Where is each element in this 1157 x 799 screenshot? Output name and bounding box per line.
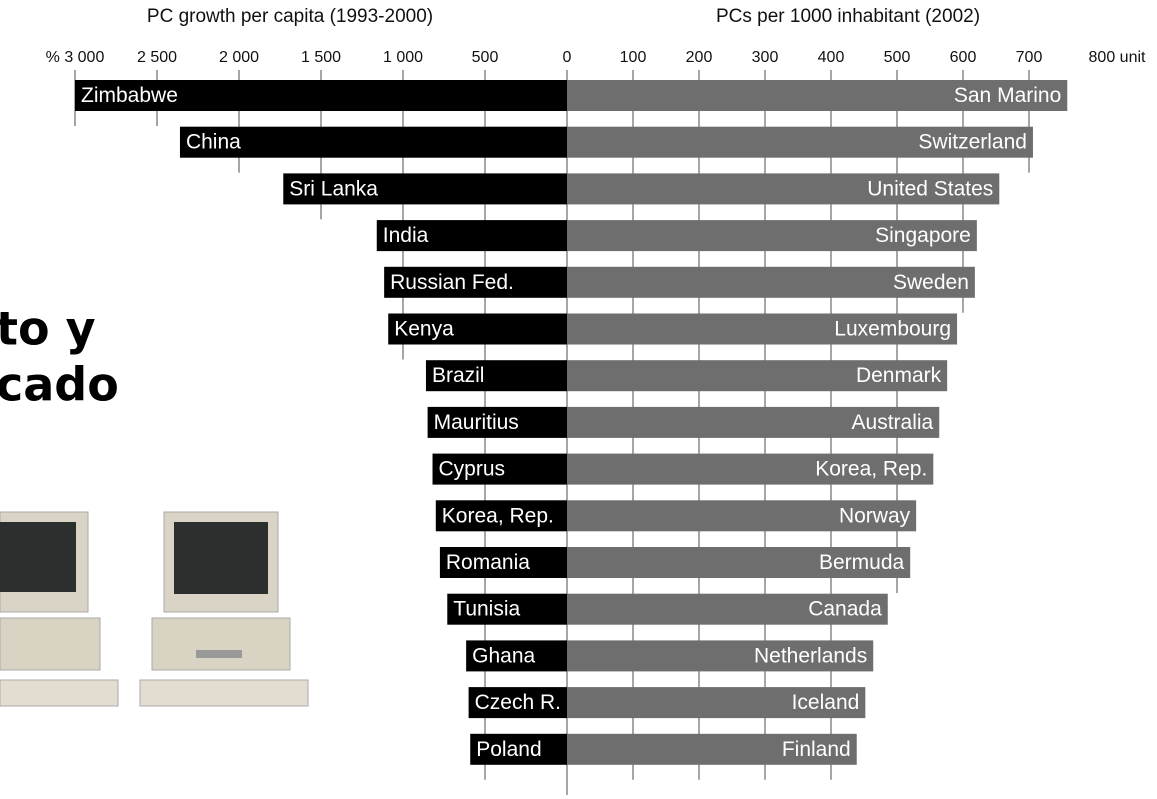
bar xyxy=(468,687,567,719)
bar-label: Singapore xyxy=(875,224,971,247)
bar xyxy=(439,547,567,578)
x-tick-label: 1 000 xyxy=(383,49,423,66)
x-tick-label: 800 unit xyxy=(1089,49,1146,66)
bar xyxy=(376,220,567,252)
bar xyxy=(427,406,567,438)
x-tick-label: 2 500 xyxy=(137,49,177,66)
bar-label: Czech R. xyxy=(475,691,561,714)
bar xyxy=(567,733,857,765)
bar-label: Romania xyxy=(446,551,530,574)
bar-label: Sri Lanka xyxy=(289,177,378,200)
bar xyxy=(567,360,948,392)
bar-label: United States xyxy=(867,177,993,200)
bar-label: India xyxy=(383,224,429,247)
bar xyxy=(567,406,940,438)
bar xyxy=(388,313,567,345)
x-tick-label: 1 500 xyxy=(301,49,341,66)
bar-label: Switzerland xyxy=(918,131,1027,154)
x-tick-label: 400 xyxy=(818,49,845,66)
bar xyxy=(75,80,567,111)
x-tick-label: 100 xyxy=(620,49,647,66)
bar-label: Zimbabwe xyxy=(81,84,178,107)
bar-label: Ghana xyxy=(472,644,535,667)
bar-label: China xyxy=(186,131,241,154)
bar xyxy=(567,453,934,485)
bar-label: Sweden xyxy=(893,271,969,294)
bar xyxy=(384,266,567,298)
x-tick-label: % 3 000 xyxy=(46,49,105,66)
bar-label: Korea, Rep. xyxy=(442,504,554,527)
bar-layer: Zimbabwe China Sri Lanka India Russian Fed. K… xyxy=(75,80,1068,765)
bar-label: Australia xyxy=(852,411,934,434)
bar xyxy=(470,733,567,765)
bar xyxy=(567,220,977,252)
bar-label: Iceland xyxy=(792,691,860,714)
bar-label: Canada xyxy=(808,598,882,621)
x-tick-label: 0 xyxy=(563,49,572,66)
bar xyxy=(179,126,567,158)
bar-label: Luxembourg xyxy=(834,318,951,341)
bar-label: Tunisia xyxy=(453,598,520,621)
bar xyxy=(567,266,975,298)
bar xyxy=(425,360,567,392)
bar-label: San Marino xyxy=(954,84,1061,107)
bar xyxy=(567,80,1068,111)
bar-label: Norway xyxy=(839,504,911,527)
bar-label: Cyprus xyxy=(439,458,506,481)
bar-label: Netherlands xyxy=(754,644,867,667)
bar xyxy=(567,547,911,578)
bar xyxy=(567,126,1033,158)
bar xyxy=(567,687,866,719)
bar xyxy=(567,593,888,625)
panel-title: PC growth per capita (1993-2000) xyxy=(147,6,433,27)
panel-title: PCs per 1000 inhabitant (2002) xyxy=(716,6,980,27)
x-tick-label: 200 xyxy=(686,49,713,66)
bar xyxy=(435,500,567,532)
x-tick-label: 500 xyxy=(472,49,499,66)
bar xyxy=(567,173,1000,205)
bar-label: Korea, Rep. xyxy=(815,458,927,481)
bar xyxy=(283,173,567,205)
bar xyxy=(567,313,958,345)
bar-label: Russian Fed. xyxy=(390,271,514,294)
bar-label: Kenya xyxy=(394,318,454,341)
x-tick-label: 500 xyxy=(884,49,911,66)
bar xyxy=(466,640,567,672)
bar xyxy=(432,453,567,485)
bar-label: Finland xyxy=(782,738,851,761)
bar-label: Brazil xyxy=(432,364,485,387)
bar xyxy=(567,500,917,532)
x-tick-label: 2 000 xyxy=(219,49,259,66)
slide-text: to y xyxy=(0,302,96,356)
bar-label: Mauritius xyxy=(434,411,519,434)
x-tick-label: 600 xyxy=(950,49,977,66)
bar xyxy=(447,593,567,625)
bar-label: Poland xyxy=(476,738,541,761)
x-tick-label: 700 xyxy=(1016,49,1043,66)
computer-illustration xyxy=(0,511,309,707)
bar-label: Bermuda xyxy=(819,551,905,574)
slide-text: cado xyxy=(0,358,119,412)
x-tick-label: 300 xyxy=(752,49,779,66)
bar-label: Denmark xyxy=(856,364,942,387)
bar xyxy=(567,640,874,672)
